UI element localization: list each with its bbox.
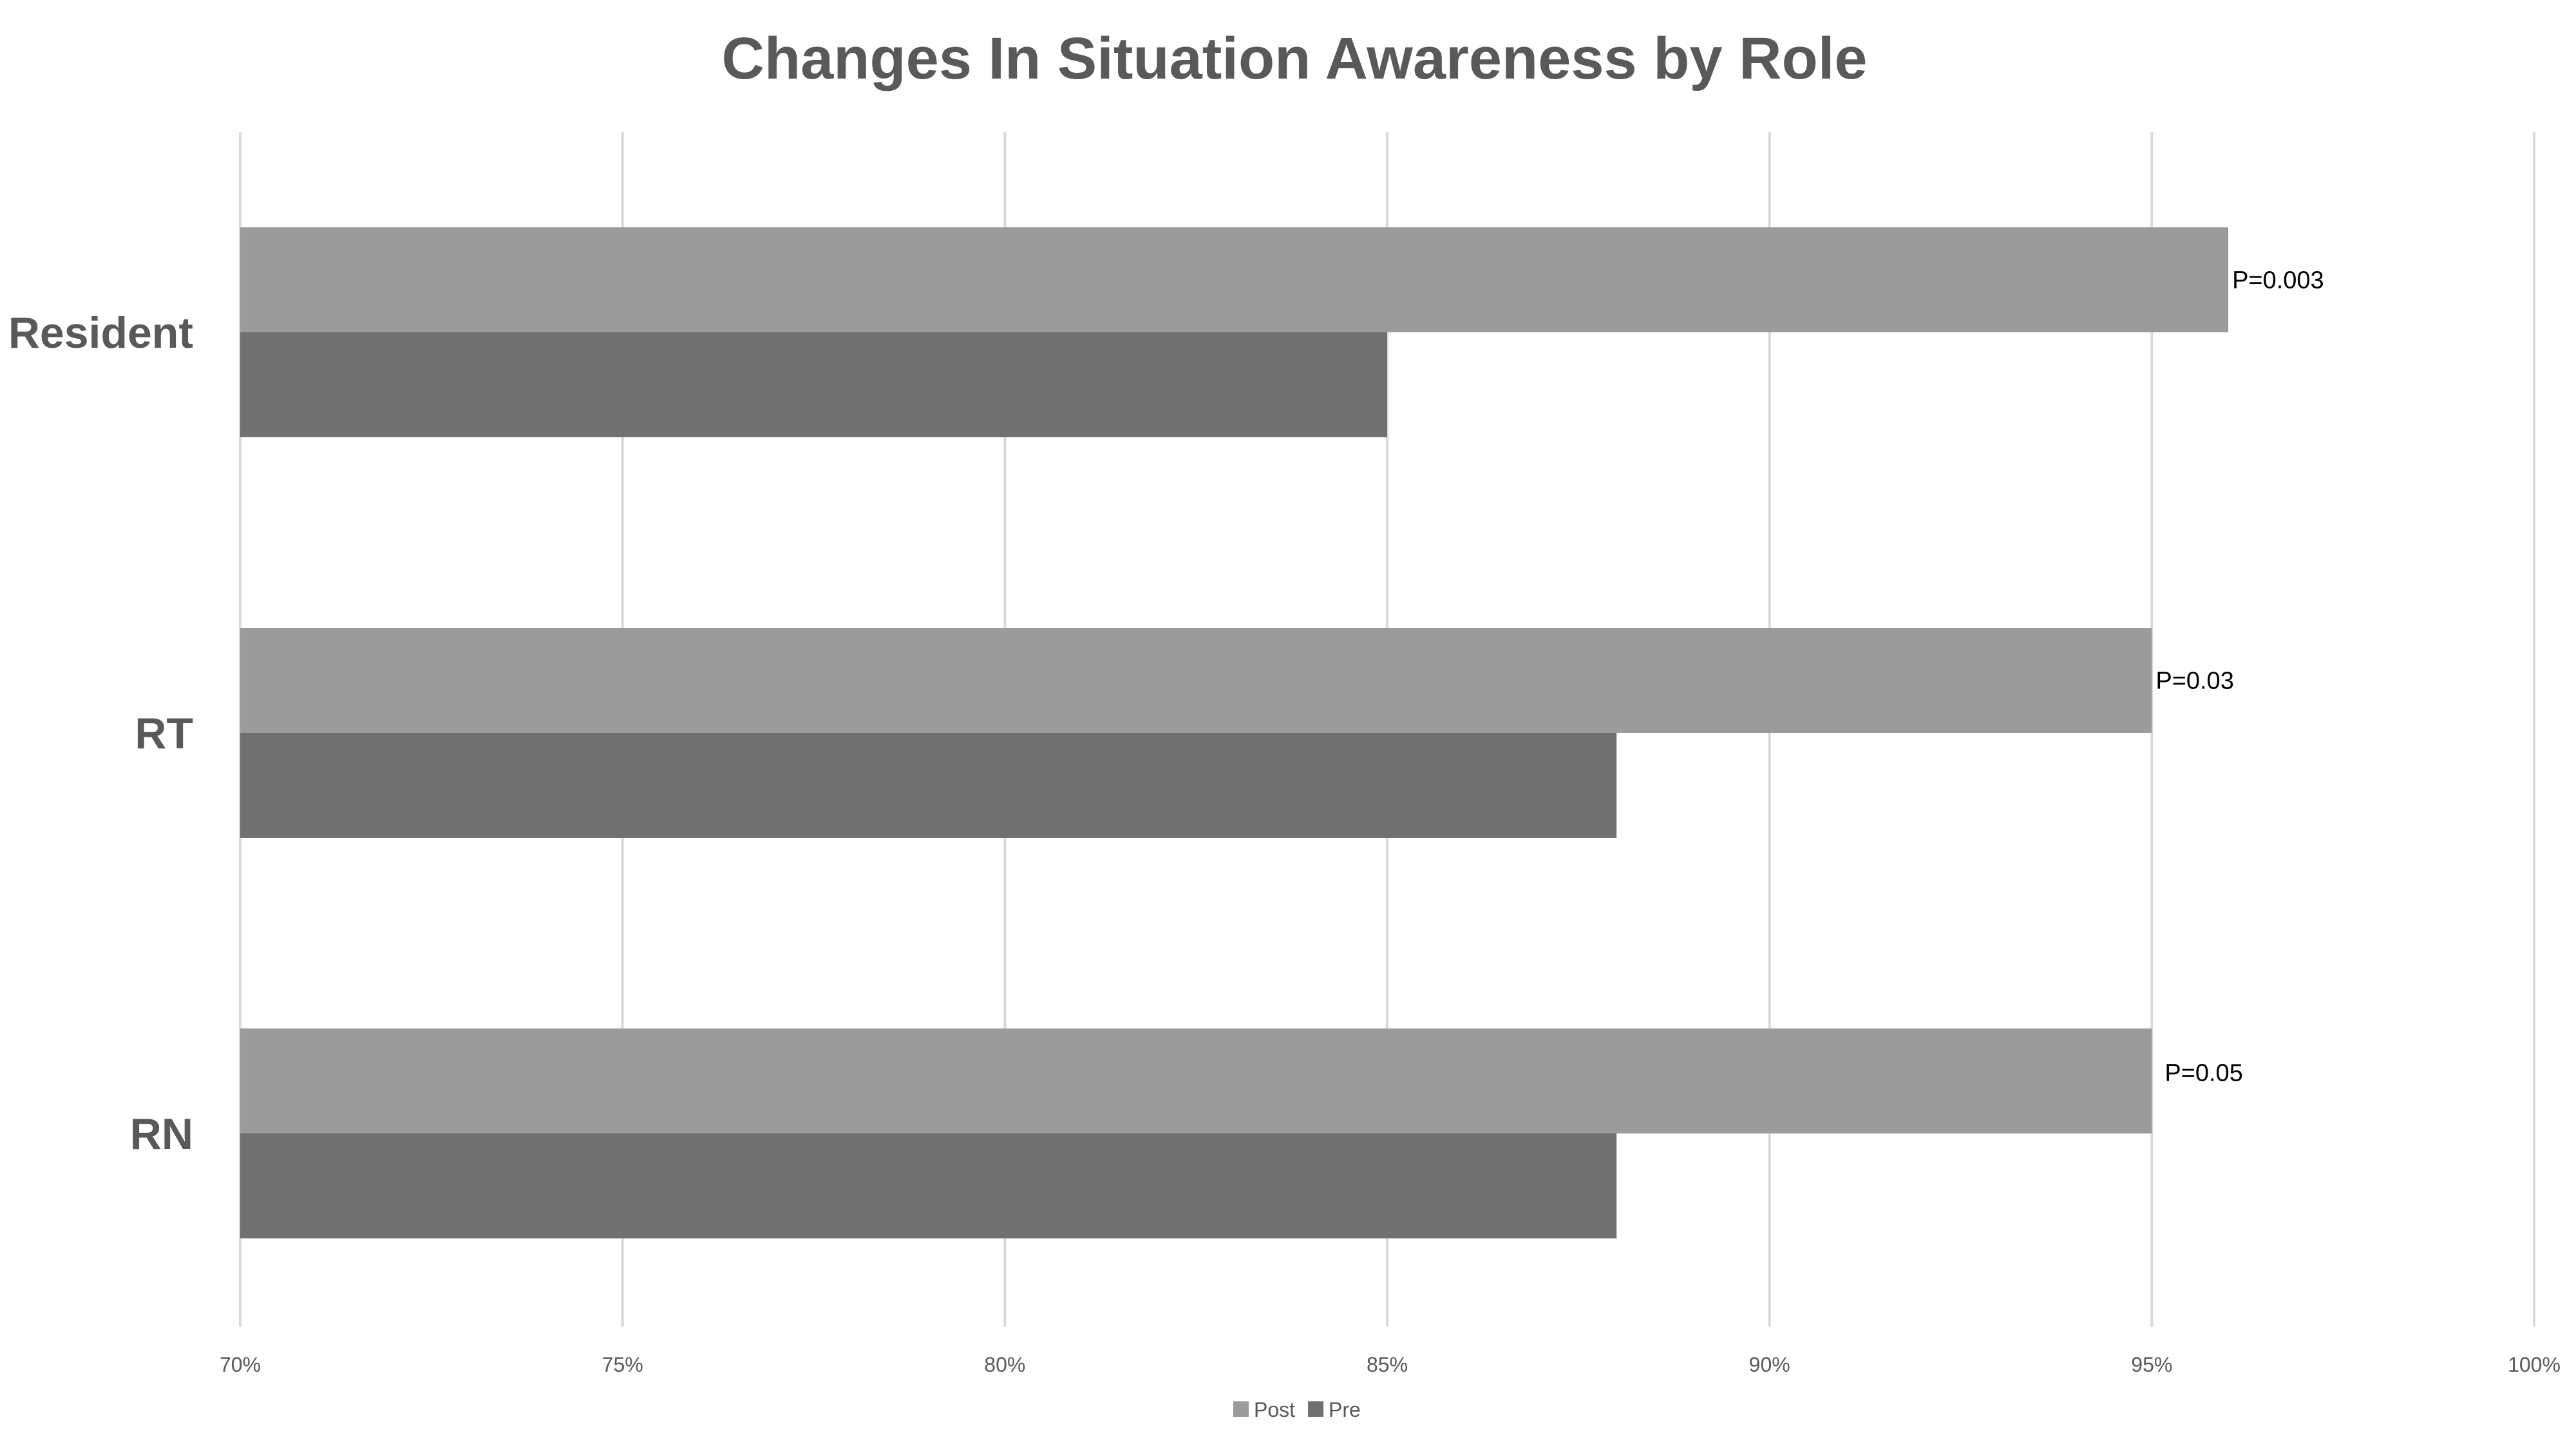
bar-pre-rn bbox=[240, 1133, 1617, 1238]
legend-label-post: Post bbox=[1254, 1398, 1295, 1421]
x-tick-label: 80% bbox=[984, 1353, 1025, 1376]
chart-title: Changes In Situation Awareness by Role bbox=[721, 26, 1867, 91]
category-label: RN bbox=[130, 1110, 193, 1159]
category-label: Resident bbox=[8, 308, 193, 357]
bar-post-resident bbox=[240, 227, 2229, 332]
p-value-label: P=0.003 bbox=[2232, 267, 2324, 294]
p-value-label: P=0.03 bbox=[2155, 668, 2234, 695]
legend: Post Pre bbox=[1233, 1398, 1361, 1421]
bar-post-rt bbox=[240, 628, 2152, 733]
category-label: RT bbox=[135, 709, 193, 758]
x-tick-label: 95% bbox=[2131, 1353, 2172, 1376]
x-tick-label: 85% bbox=[1367, 1353, 1408, 1376]
bar-pre-resident bbox=[240, 332, 1387, 437]
x-tick-label: 100% bbox=[2508, 1353, 2561, 1376]
bar-pre-rt bbox=[240, 733, 1617, 838]
bars bbox=[240, 227, 2229, 1238]
legend-swatch-pre bbox=[1308, 1401, 1324, 1417]
legend-label-pre: Pre bbox=[1329, 1398, 1361, 1421]
p-value-label: P=0.05 bbox=[2164, 1060, 2243, 1087]
x-tick-label: 90% bbox=[1749, 1353, 1790, 1376]
labels: 70% 75% 80% 85% 90% 95% 100% Resident P=0.003 RT P… bbox=[8, 267, 2561, 1377]
x-tick-label: 70% bbox=[220, 1353, 261, 1376]
legend-swatch-post bbox=[1233, 1401, 1249, 1417]
x-tick-label: 75% bbox=[602, 1353, 643, 1376]
bar-post-rn bbox=[240, 1028, 2152, 1133]
